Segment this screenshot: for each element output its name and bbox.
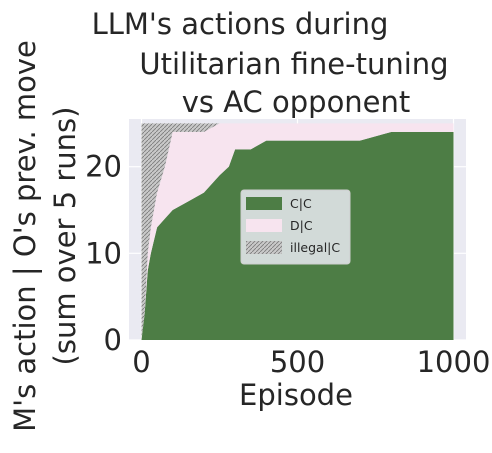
area-d-given-c bbox=[141, 123, 454, 340]
legend-swatch-c-given-c bbox=[246, 197, 282, 210]
legend: C|C D|C illegal|C bbox=[240, 189, 351, 265]
x-tick-label: 0 bbox=[132, 345, 150, 379]
y-tick-labels: 0 10 20 bbox=[85, 150, 122, 357]
legend-swatch-illegal-given-c bbox=[246, 241, 282, 254]
x-tick-label: 500 bbox=[270, 345, 325, 379]
y-axis-label-line-1: M's action | O's prev. move bbox=[8, 40, 42, 432]
title-line-1: LLM's actions during bbox=[92, 7, 389, 41]
y-tick-label: 20 bbox=[85, 150, 122, 184]
y-tick-label: 10 bbox=[85, 236, 122, 270]
legend-label: C|C bbox=[290, 196, 312, 211]
title-line-2: Utilitarian fine-tuning bbox=[139, 47, 448, 81]
legend-label: D|C bbox=[290, 218, 313, 233]
y-axis-label-line-2: (sum over 5 runs) bbox=[48, 107, 82, 366]
y-tick-label: 0 bbox=[104, 323, 122, 357]
legend-label: illegal|C bbox=[290, 240, 340, 255]
x-tick-label: 1000 bbox=[417, 345, 491, 379]
x-axis-label: Episode bbox=[239, 378, 353, 412]
legend-swatch-d-given-c bbox=[246, 219, 282, 232]
chart-title: LLM's actions during Utilitarian fine-tu… bbox=[92, 7, 449, 119]
title-line-3: vs AC opponent bbox=[182, 85, 411, 119]
x-tick-labels: 0 500 1000 bbox=[132, 345, 490, 379]
